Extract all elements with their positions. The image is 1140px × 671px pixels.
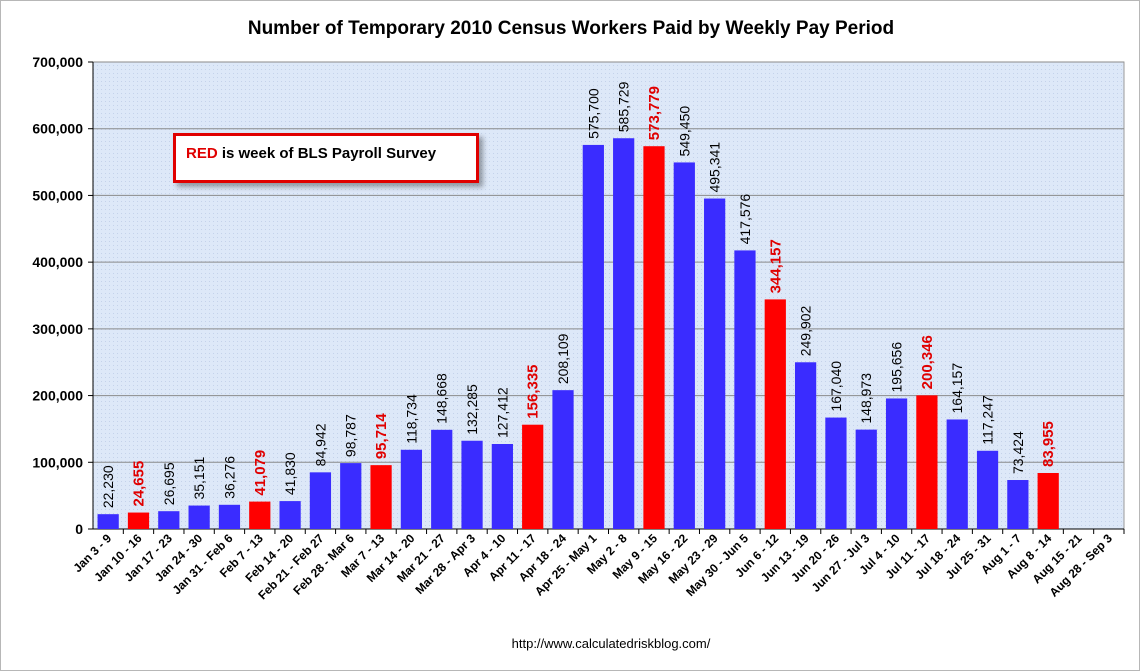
value-label: 132,285 — [464, 384, 480, 435]
value-label: 549,450 — [676, 106, 692, 157]
y-tick-label: 200,000 — [32, 388, 83, 404]
legend-box: RED is week of BLS Payroll Survey — [173, 133, 479, 183]
value-label: 249,902 — [798, 305, 814, 356]
survey-week-bar — [764, 299, 786, 529]
y-tick-label: 600,000 — [32, 121, 83, 137]
value-label: 156,335 — [525, 364, 542, 418]
value-label: 117,247 — [980, 395, 996, 445]
value-label: 585,729 — [616, 81, 632, 132]
bar — [218, 504, 241, 529]
value-label: 84,942 — [312, 423, 328, 466]
value-label: 73,424 — [1010, 431, 1026, 474]
y-tick-label: 500,000 — [32, 187, 83, 203]
y-tick-label: 100,000 — [32, 454, 83, 470]
bar — [1007, 480, 1029, 529]
value-label: 167,040 — [828, 361, 844, 412]
survey-week-bar — [127, 512, 150, 529]
bar — [97, 514, 119, 529]
bar — [400, 449, 423, 529]
value-label: 35,151 — [191, 457, 207, 500]
survey-week-bar — [370, 465, 392, 529]
bar — [794, 362, 817, 529]
value-label: 208,109 — [555, 333, 571, 384]
value-label: 195,656 — [889, 342, 905, 393]
bar — [158, 511, 180, 529]
value-label: 148,668 — [434, 373, 450, 424]
bar — [491, 443, 513, 529]
value-label: 36,276 — [221, 456, 237, 499]
survey-week-bar — [643, 146, 665, 529]
survey-week-bar — [916, 395, 938, 529]
bar — [461, 440, 483, 529]
value-label: 495,341 — [707, 142, 723, 193]
value-label: 200,346 — [919, 335, 936, 389]
bar — [613, 138, 635, 529]
bar — [946, 419, 968, 529]
value-label: 22,230 — [100, 465, 116, 508]
value-label: 164,157 — [949, 363, 965, 414]
y-tick-label: 0 — [75, 521, 83, 537]
bar — [734, 250, 756, 529]
y-tick-label: 700,000 — [32, 54, 83, 70]
value-label: 24,655 — [130, 461, 147, 507]
bar — [279, 501, 301, 529]
y-tick-label: 300,000 — [32, 321, 83, 337]
value-label: 148,973 — [858, 373, 874, 424]
source-url: http://www.calculatedriskblog.com/ — [512, 636, 711, 651]
bar — [552, 390, 574, 529]
legend-text: RED is week of BLS Payroll Survey — [186, 145, 436, 162]
legend-red-word: RED — [186, 145, 218, 162]
bar — [976, 450, 999, 529]
bar — [825, 417, 847, 529]
value-label: 573,779 — [646, 86, 663, 140]
chart-title: Number of Temporary 2010 Census Workers … — [248, 18, 894, 39]
survey-week-bar — [1037, 472, 1059, 529]
value-label: 417,576 — [737, 194, 753, 245]
bar — [582, 144, 604, 530]
bar — [855, 429, 877, 529]
bar — [188, 505, 210, 529]
survey-week-bar — [522, 424, 544, 529]
value-label: 344,157 — [767, 239, 784, 293]
value-label: 95,714 — [373, 413, 390, 460]
value-label: 575,700 — [585, 88, 601, 139]
value-label: 41,079 — [252, 450, 269, 496]
value-label: 26,695 — [161, 462, 177, 505]
value-label: 41,830 — [282, 452, 298, 495]
value-label: 127,412 — [494, 387, 510, 438]
bar — [673, 162, 695, 529]
bar — [431, 429, 453, 529]
value-label: 118,734 — [403, 394, 419, 444]
bar — [309, 472, 332, 529]
legend-description: is week of BLS Payroll Survey — [217, 145, 437, 162]
survey-week-bar — [249, 501, 271, 529]
bar — [704, 198, 726, 529]
value-label: 83,955 — [1040, 421, 1057, 467]
value-label: 98,787 — [343, 414, 359, 457]
bar — [885, 398, 908, 529]
y-tick-label: 400,000 — [32, 254, 83, 270]
bar — [340, 463, 362, 529]
